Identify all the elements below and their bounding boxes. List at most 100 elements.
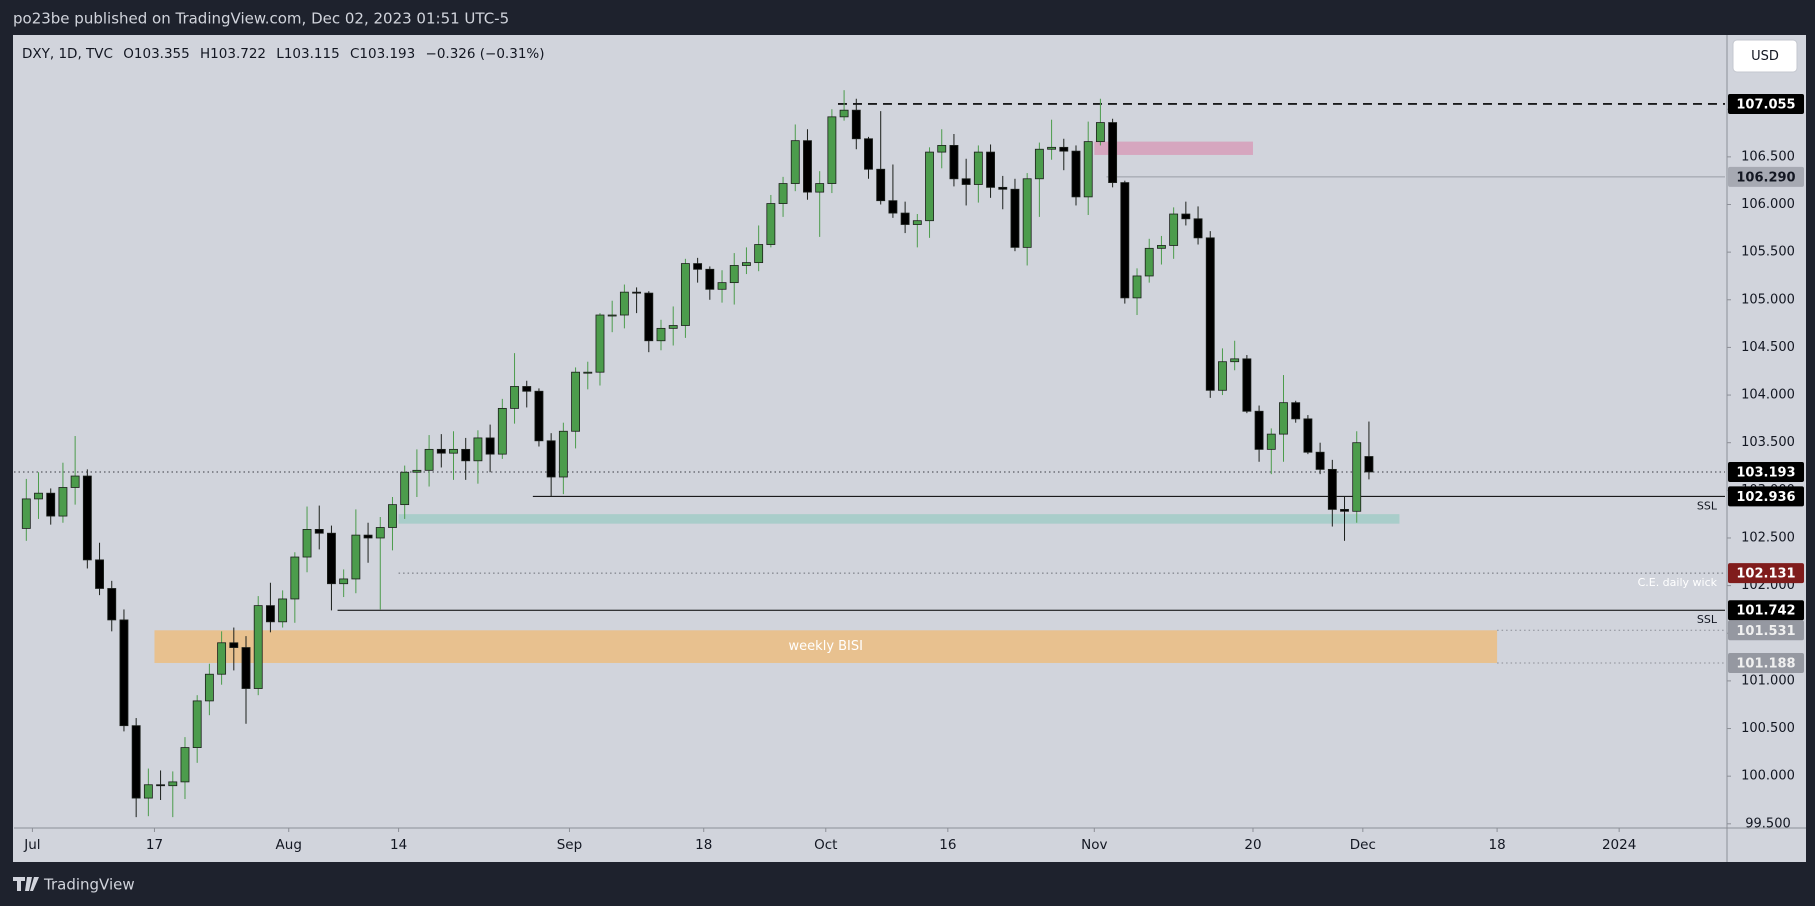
price-label: 107.055 xyxy=(1736,97,1795,112)
candle-body xyxy=(290,556,300,600)
candle-body xyxy=(1254,410,1264,450)
candle-body xyxy=(912,220,922,225)
price-label: 106.290 xyxy=(1736,170,1795,185)
x-tick-label: 2024 xyxy=(1602,837,1636,853)
x-tick-label: Nov xyxy=(1081,837,1107,853)
candle-body xyxy=(656,327,666,342)
candle-body xyxy=(485,437,495,455)
candle-body xyxy=(143,784,153,799)
x-tick-label: 16 xyxy=(939,837,956,853)
candle-body xyxy=(327,532,336,585)
candle-body xyxy=(339,578,349,585)
legend-low: 103.115 xyxy=(284,46,340,62)
candle-body xyxy=(1034,148,1044,180)
candle-body xyxy=(1315,451,1325,470)
candle-body xyxy=(1279,402,1288,435)
currency-button[interactable] xyxy=(1732,39,1798,73)
candle-body xyxy=(766,203,776,245)
currency-label: USD xyxy=(1751,49,1779,64)
logo-icon xyxy=(13,877,39,891)
candle-body xyxy=(400,471,410,506)
zone xyxy=(154,630,1498,663)
candle-body xyxy=(1022,178,1032,248)
candle-body xyxy=(351,534,361,580)
x-tick-label: 18 xyxy=(1488,837,1505,853)
candle-body xyxy=(876,168,886,202)
legend-symbol: DXY, 1D, TVC xyxy=(22,46,113,62)
candle-body xyxy=(595,314,605,373)
legend-open: 103.355 xyxy=(134,46,190,62)
candle-body xyxy=(168,781,178,787)
candle-body xyxy=(497,407,507,455)
candle-body xyxy=(1205,237,1215,391)
y-tick-label: 106.500 xyxy=(1741,149,1795,164)
candle-body xyxy=(1242,358,1252,412)
x-tick-label: 14 xyxy=(390,837,407,853)
y-tick-label: 102.500 xyxy=(1741,530,1795,545)
candle-body xyxy=(46,492,56,517)
price-label-bg xyxy=(1728,461,1804,482)
candle-body xyxy=(34,492,43,500)
candle-body xyxy=(388,504,397,528)
level-text: C.E. daily wick xyxy=(1638,576,1718,589)
candle-body xyxy=(803,140,812,193)
candle-body xyxy=(1303,418,1313,453)
candle-body xyxy=(583,371,593,374)
y-tick-label: 104.500 xyxy=(1741,340,1795,355)
candle-body xyxy=(412,469,422,473)
candle-body xyxy=(449,448,458,454)
candle-body xyxy=(1218,361,1227,391)
candle-body xyxy=(1352,442,1362,512)
legend-change: −0.326 (−0.31%) xyxy=(426,46,545,62)
price-label: 101.742 xyxy=(1736,604,1795,619)
legend: DXY, 1D, TVC O103.355 H103.722 L103.115 … xyxy=(22,46,545,62)
price-label: 101.531 xyxy=(1736,624,1795,639)
candle-body xyxy=(668,325,678,329)
price-label-bg xyxy=(1728,563,1804,584)
header: po23be published on TradingView.com, Dec… xyxy=(13,10,509,28)
candle-body xyxy=(1083,141,1093,198)
candle-body xyxy=(119,619,129,727)
candle-body xyxy=(546,440,556,478)
candle-body xyxy=(1364,456,1374,473)
candle-body xyxy=(534,390,544,442)
candle-body xyxy=(815,183,825,193)
chart-panel xyxy=(13,35,1806,862)
candle-body xyxy=(693,263,703,270)
plot-area: weekly BISI SSL C.E. daily wick SSL xyxy=(14,90,1725,818)
candle-body xyxy=(680,263,690,326)
candle-body xyxy=(82,475,92,561)
y-tick-label: 100.500 xyxy=(1741,721,1795,736)
candle-body xyxy=(156,784,165,787)
candle-body xyxy=(632,291,642,294)
candle-body xyxy=(1144,247,1154,277)
candle-body xyxy=(558,430,568,478)
x-tick-label: Dec xyxy=(1350,837,1376,853)
candle-body xyxy=(1230,358,1240,363)
candle-body xyxy=(265,605,275,623)
candle-body xyxy=(839,109,849,118)
level-text: SSL xyxy=(1697,613,1718,626)
legend-high: 103.722 xyxy=(210,46,266,62)
candle-body xyxy=(937,145,947,153)
y-tick-label: 106.000 xyxy=(1741,197,1795,212)
price-label-bg xyxy=(1728,93,1804,114)
zone-label: weekly BISI xyxy=(789,639,863,654)
candle-body xyxy=(778,183,788,204)
price-label-bg xyxy=(1728,652,1804,673)
legend-close: 103.193 xyxy=(359,46,415,62)
zone xyxy=(398,514,1400,524)
legend-low-prefix: L xyxy=(276,46,284,62)
x-tick-label: 18 xyxy=(695,837,712,853)
candle-body xyxy=(742,262,751,266)
footer-logo xyxy=(13,877,39,891)
y-tick-label: 105.000 xyxy=(1741,292,1795,307)
candle-body xyxy=(717,282,727,290)
candle-body xyxy=(1266,433,1276,450)
candle-body xyxy=(949,145,959,180)
candle-body xyxy=(229,642,239,648)
candle-body xyxy=(1169,213,1179,246)
candle-body xyxy=(619,291,629,316)
candle-body xyxy=(925,151,934,222)
